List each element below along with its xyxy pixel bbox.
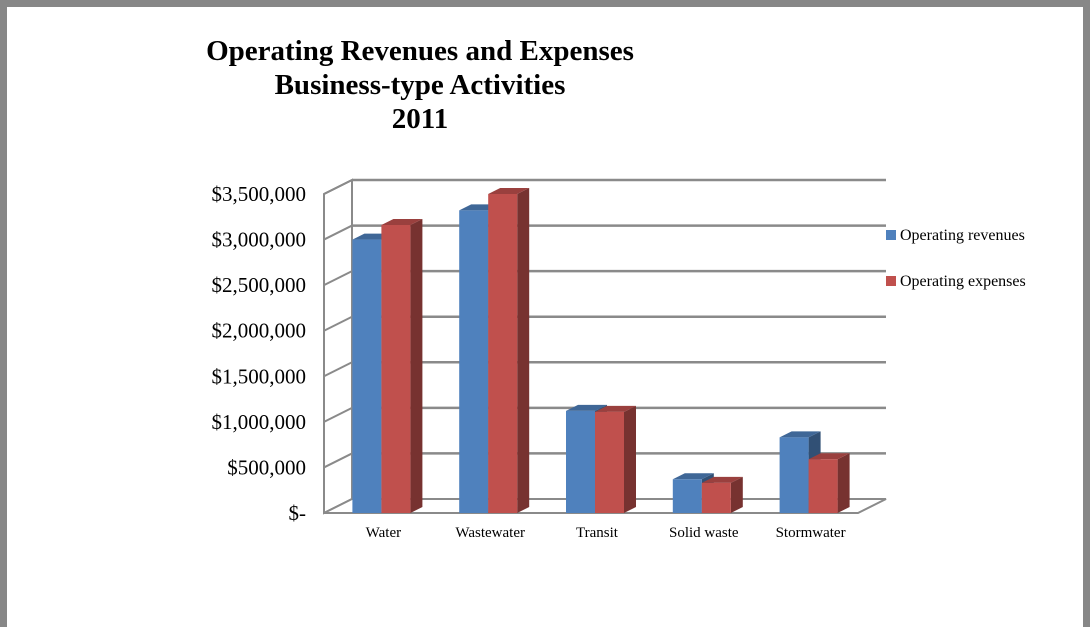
bar-top: [566, 404, 607, 411]
bar: [595, 411, 624, 513]
bar: [808, 459, 838, 513]
y-tick-label: $1,500,000: [212, 364, 307, 388]
bar-top: [595, 405, 636, 412]
legend-label: Operating revenues: [900, 227, 1025, 244]
bar-side: [517, 188, 530, 513]
bar-top: [488, 188, 530, 194]
bar: [701, 482, 731, 513]
grid-diagonal: [323, 224, 353, 241]
bar: [352, 239, 382, 514]
bar: [566, 410, 595, 513]
bar: [459, 210, 489, 514]
legend-swatch: [886, 276, 896, 286]
bar-side: [410, 218, 423, 513]
legend-swatch: [886, 230, 896, 240]
bar-side: [730, 476, 743, 513]
grid-diagonal: [323, 406, 353, 423]
y-tick-label: $2,000,000: [212, 319, 307, 343]
bar: [672, 479, 702, 513]
bar: [381, 224, 411, 513]
x-tick-label: Solid waste: [669, 525, 739, 541]
grid-diagonal: [323, 270, 353, 287]
legend-label: Operating expenses: [900, 273, 1026, 290]
x-tick-label: Stormwater: [776, 525, 846, 541]
y-tick-label: $-: [289, 501, 307, 525]
y-tick-label: $2,500,000: [212, 273, 307, 297]
bar-top: [808, 453, 850, 460]
y-tick-label: $3,500,000: [212, 182, 307, 206]
grid-diagonal: [323, 452, 353, 469]
chart-title: Operating Revenues and Expenses Business…: [140, 34, 700, 136]
bar: [488, 194, 518, 513]
x-tick-label: Transit: [576, 525, 619, 541]
grid-diagonal: [323, 361, 353, 378]
chart-title-line-2: Business-type Activities: [274, 69, 566, 101]
bar-top: [779, 431, 821, 438]
side-wall: [323, 178, 353, 515]
y-tick-label: $3,000,000: [212, 228, 307, 252]
bar: [779, 437, 809, 513]
x-tick-label: Wastewater: [455, 525, 525, 541]
x-tick-label: Water: [366, 525, 401, 541]
bar-top: [381, 218, 423, 225]
chart-title-line-1: Operating Revenues and Expenses: [206, 35, 634, 67]
bar-top: [701, 476, 743, 483]
y-tick-label: $500,000: [227, 455, 306, 479]
bar-top: [672, 473, 714, 480]
bar-side: [837, 453, 850, 513]
chart-title-line-3: 2011: [391, 103, 449, 135]
grid-diagonal: [323, 179, 353, 195]
grid-diagonal: [323, 315, 353, 332]
y-tick-label: $1,000,000: [212, 410, 307, 434]
bar-side: [624, 405, 636, 513]
